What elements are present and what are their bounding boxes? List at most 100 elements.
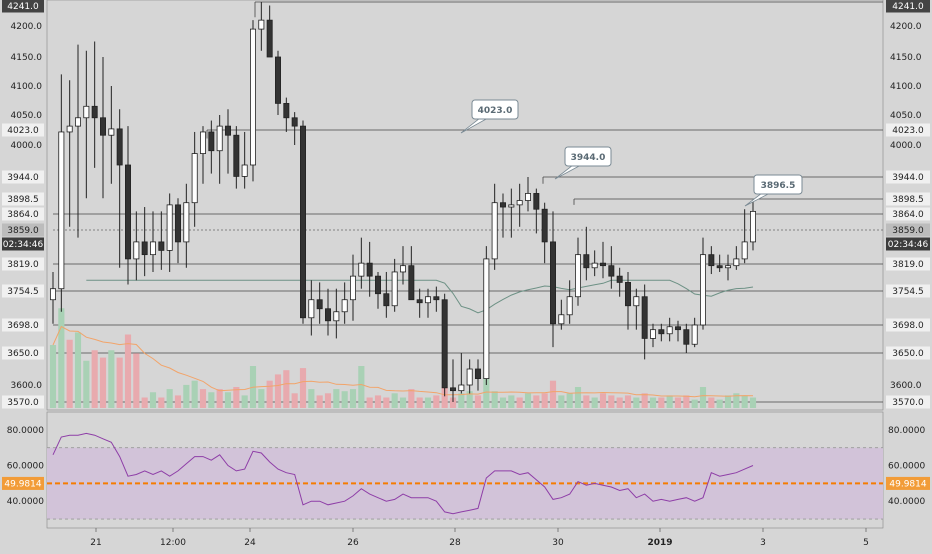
candle-body[interactable] — [191, 153, 198, 204]
left-rsi-value-badge: 49.9814 — [4, 480, 41, 490]
candle-body[interactable] — [316, 299, 323, 310]
candle-body[interactable] — [600, 262, 606, 267]
candle-body[interactable] — [616, 275, 623, 283]
candle-body[interactable] — [116, 128, 123, 166]
candle-body[interactable] — [750, 210, 756, 243]
candle-body[interactable] — [308, 299, 315, 319]
candle-body[interactable] — [425, 296, 431, 304]
left-price-tick: 4200.0 — [11, 22, 43, 32]
candle-body[interactable] — [491, 202, 498, 260]
candle-body[interactable] — [341, 299, 348, 313]
candle-body[interactable] — [225, 125, 231, 136]
candle-body[interactable] — [150, 241, 156, 256]
candle-body[interactable] — [258, 19, 265, 30]
volume-bar — [116, 357, 123, 408]
right-rsi-tick: 60.0000 — [888, 462, 925, 472]
candle-body[interactable] — [141, 241, 148, 256]
candle-body[interactable] — [358, 262, 365, 277]
candle-body[interactable] — [375, 275, 381, 295]
candle-body[interactable] — [66, 125, 73, 133]
candle-body[interactable] — [350, 275, 356, 301]
candle-body[interactable] — [283, 103, 290, 119]
candle-body[interactable] — [700, 254, 706, 326]
candle-body[interactable] — [266, 19, 273, 58]
candle-body[interactable] — [525, 193, 531, 201]
candle-body[interactable] — [183, 202, 190, 243]
candle-body[interactable] — [725, 265, 731, 269]
candle-body[interactable] — [83, 105, 90, 119]
candle-body[interactable] — [275, 56, 281, 104]
candle-body[interactable] — [333, 311, 340, 322]
candle-body[interactable] — [566, 296, 573, 316]
candle-body[interactable] — [683, 329, 690, 345]
volume-bar — [599, 393, 607, 408]
time-tick-label: 26 — [347, 538, 359, 548]
candle-body[interactable] — [241, 164, 248, 177]
candle-body[interactable] — [100, 117, 106, 136]
price-callout[interactable]: 3896.5 — [744, 174, 803, 207]
candle-body[interactable] — [441, 299, 448, 389]
candle-body[interactable] — [466, 368, 473, 386]
candle-body[interactable] — [583, 254, 590, 269]
candle-body[interactable] — [666, 326, 673, 335]
candle-body[interactable] — [175, 204, 181, 243]
moving-average-line — [86, 279, 754, 314]
candle-body[interactable] — [58, 131, 65, 290]
candle-body[interactable] — [108, 128, 115, 136]
candle-body[interactable] — [75, 117, 81, 127]
candle-body[interactable] — [50, 288, 56, 301]
candle-body[interactable] — [383, 293, 390, 307]
candle-body[interactable] — [233, 134, 240, 177]
candle-body[interactable] — [650, 329, 656, 339]
right-rsi-value-badge-bg — [886, 476, 930, 490]
candle-body[interactable] — [508, 204, 515, 208]
candle-body[interactable] — [250, 28, 256, 166]
candle-body[interactable] — [391, 271, 398, 307]
volume-bar — [99, 357, 107, 408]
candle-body[interactable] — [366, 262, 373, 277]
candle-body[interactable] — [450, 387, 456, 392]
candle-body[interactable] — [133, 241, 140, 260]
volume-bar — [391, 393, 398, 408]
candle-body[interactable] — [708, 254, 715, 267]
candle-body[interactable] — [608, 265, 615, 277]
candle-body[interactable] — [433, 296, 440, 301]
candle-body[interactable] — [675, 326, 681, 331]
candle-body[interactable] — [625, 282, 631, 307]
candle-body[interactable] — [208, 131, 215, 152]
candle-body[interactable] — [558, 314, 565, 325]
candle-body[interactable] — [641, 296, 648, 339]
candle-body[interactable] — [91, 105, 98, 119]
candle-body[interactable] — [125, 164, 131, 260]
price-callout[interactable]: 3944.0 — [554, 146, 612, 180]
candle-body[interactable] — [200, 131, 206, 154]
candle-body[interactable] — [400, 265, 406, 273]
candle-body[interactable] — [741, 241, 748, 260]
volume-bar — [716, 399, 723, 408]
candle-body[interactable] — [500, 202, 506, 208]
candle-body[interactable] — [550, 241, 556, 325]
candle-body[interactable] — [658, 329, 665, 335]
candle-body[interactable] — [541, 208, 548, 243]
candle-body[interactable] — [291, 117, 298, 127]
candle-body[interactable] — [733, 258, 740, 267]
candle-body[interactable] — [516, 200, 523, 206]
price-callout[interactable]: 4023.0 — [460, 99, 519, 134]
candle-body[interactable] — [483, 258, 490, 379]
candle-body[interactable] — [325, 308, 331, 322]
candle-body[interactable] — [416, 299, 423, 304]
candle-body[interactable] — [533, 193, 540, 210]
candle-body[interactable] — [716, 265, 723, 269]
candle-body[interactable] — [216, 125, 223, 152]
candle-body[interactable] — [300, 125, 306, 319]
candle-body[interactable] — [158, 241, 165, 251]
candle-body[interactable] — [691, 324, 698, 345]
candle-body[interactable] — [475, 368, 481, 380]
candle-body[interactable] — [458, 384, 465, 392]
candle-body[interactable] — [408, 265, 415, 301]
candle-body[interactable] — [591, 262, 598, 269]
candle-body[interactable] — [633, 296, 640, 307]
candle-body[interactable] — [575, 254, 581, 298]
candle-body[interactable] — [166, 204, 173, 251]
